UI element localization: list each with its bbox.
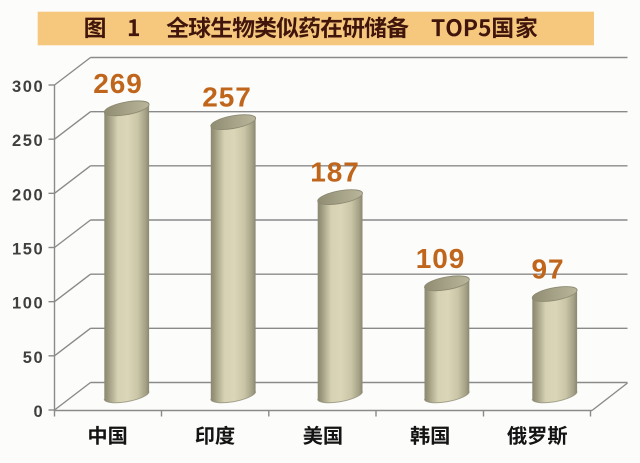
svg-text:50: 50 <box>23 349 45 367</box>
svg-text:250: 250 <box>12 132 44 150</box>
svg-text:187: 187 <box>310 157 359 188</box>
svg-text:257: 257 <box>202 82 251 113</box>
svg-text:109: 109 <box>416 243 465 274</box>
svg-text:269: 269 <box>93 68 142 99</box>
svg-text:97: 97 <box>532 254 565 285</box>
svg-text:100: 100 <box>12 295 44 313</box>
svg-text:200: 200 <box>12 186 44 204</box>
svg-text:0: 0 <box>34 403 45 421</box>
svg-text:300: 300 <box>12 78 44 96</box>
svg-text:150: 150 <box>12 241 44 259</box>
